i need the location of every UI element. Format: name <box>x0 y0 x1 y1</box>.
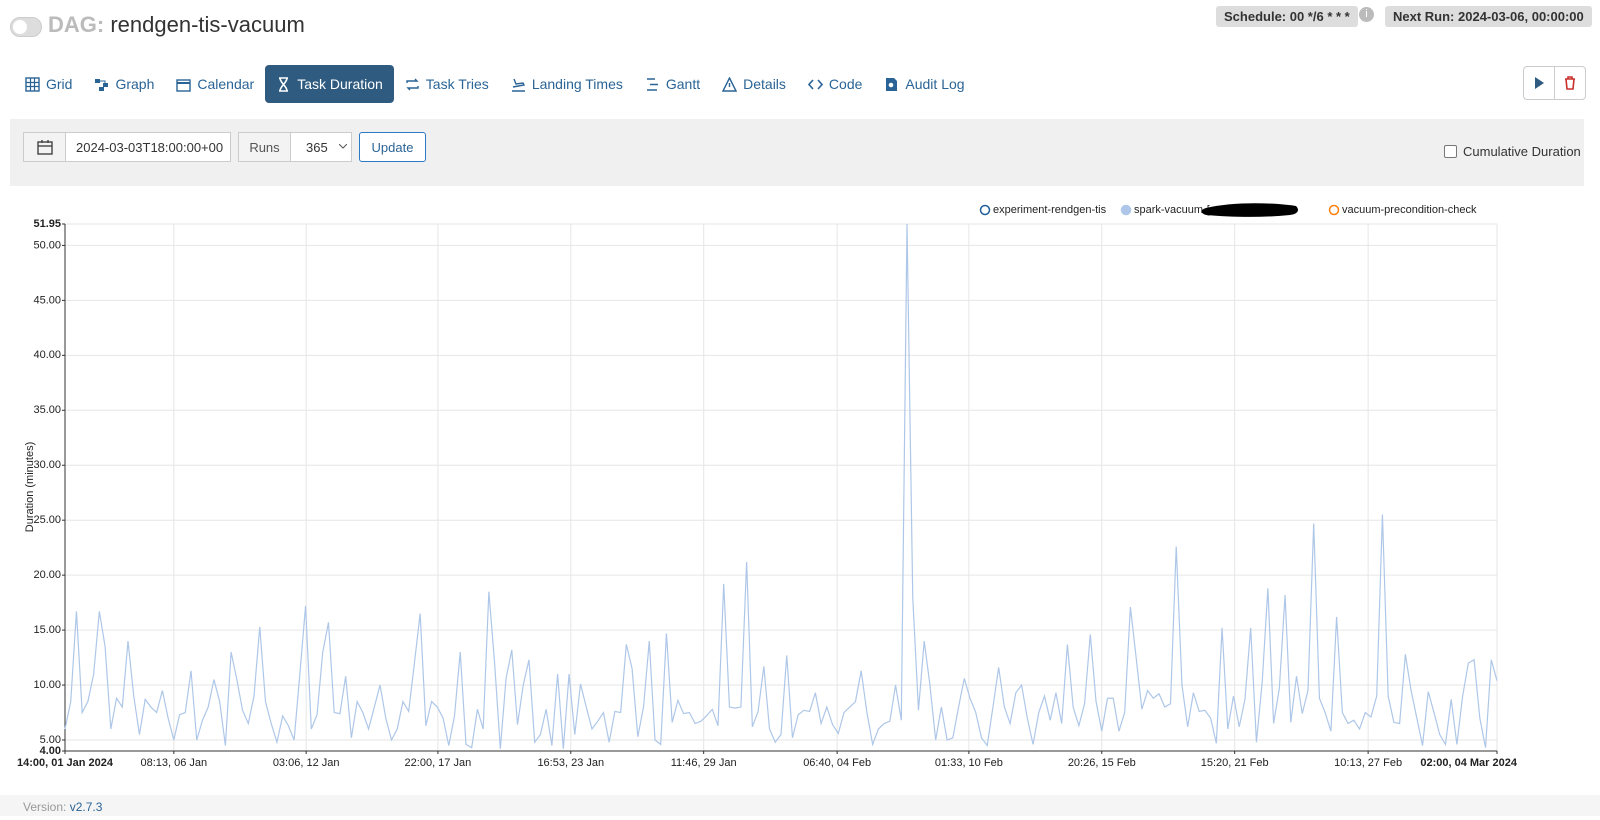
footer: Version: v2.7.3 <box>0 795 1600 816</box>
dag-prefix: DAG: <box>48 12 105 37</box>
chart: Duration (minutes) 4.005.00 10.00 15.00 20.… <box>17 203 1518 769</box>
x-tick-label: 20:26, 15 Feb <box>1068 757 1136 769</box>
tab-icon <box>279 76 289 92</box>
runs-label: Runs <box>238 132 291 162</box>
tab-icon <box>722 76 738 92</box>
tab-icon <box>807 78 823 90</box>
y-tick-label: 30.00 <box>33 459 61 471</box>
legend-label: experiment-rendgen-tis <box>993 204 1107 216</box>
y-tick-label: 5.00 <box>40 734 61 746</box>
dag-id: rendgen-tis-vacuum <box>110 12 305 37</box>
tab-icon <box>511 78 525 92</box>
y-tick-label: 51.95 <box>33 218 61 230</box>
x-tick-label: 16:53, 23 Jan <box>537 757 604 769</box>
x-tick-label: 14:00, 01 Jan 2024 <box>17 757 114 769</box>
x-tick-label: 06:40, 04 Feb <box>803 757 871 769</box>
version-link[interactable]: v2.7.3 <box>69 800 103 814</box>
tab-label: Calendar <box>197 76 255 92</box>
x-tick-label: 10:13, 27 Feb <box>1334 757 1402 769</box>
date-input[interactable]: 2024-03-03T18:00:00+00 <box>65 132 231 162</box>
x-tick-label: 03:06, 12 Jan <box>273 757 340 769</box>
y-tick-label: 15.00 <box>33 624 61 636</box>
y-tick-label: 20.00 <box>33 569 61 581</box>
tab-bar: Grid Graph Calendar Task Duration Task Tries… <box>14 65 976 103</box>
x-tick-label: 11:46, 29 Jan <box>671 757 737 769</box>
tab-icon <box>25 76 40 92</box>
x-tick-label: 02:00, 04 Mar 2024 <box>1420 757 1518 769</box>
tab-label: Landing Times <box>531 76 623 92</box>
tab-label: Grid <box>46 76 73 92</box>
delete-button[interactable] <box>1555 67 1585 99</box>
calendar-button[interactable] <box>23 132 66 162</box>
y-tick-label: 50.00 <box>33 239 61 251</box>
x-tick-label: 15:20, 21 Feb <box>1201 757 1269 769</box>
pause-toggle[interactable] <box>10 17 42 37</box>
tab[interactable]: Calendar <box>165 65 265 103</box>
x-tick-label: 08:13, 06 Jan <box>140 757 207 769</box>
cumulative-label: Cumulative Duration <box>1463 144 1581 159</box>
y-tick-label: 4.00 <box>40 745 61 757</box>
schedule-badge: Schedule: 00 */6 * * * <box>1216 6 1358 27</box>
tab-label: Gantt <box>665 76 701 92</box>
tab[interactable]: Task Tries <box>394 65 500 103</box>
tab[interactable]: Graph <box>83 65 165 103</box>
runs-value: 365 <box>306 139 328 155</box>
y-tick-label: 45.00 <box>33 294 61 306</box>
tab[interactable]: Grid <box>14 65 83 103</box>
tab-label: Code <box>828 76 863 92</box>
update-button[interactable]: Update <box>359 132 426 162</box>
y-tick-label: 25.00 <box>33 514 61 526</box>
redaction <box>1201 203 1298 217</box>
tab[interactable]: Gantt <box>634 65 711 103</box>
legend-label: vacuum-precondition-check <box>1342 204 1477 216</box>
cumulative-checkbox[interactable]: Cumulative Duration <box>1444 144 1581 159</box>
runs-select[interactable]: 365 <box>290 132 352 162</box>
tab[interactable]: Details <box>711 65 797 103</box>
tab[interactable]: Audit Log <box>873 65 975 103</box>
x-tick-label: 22:00, 17 Jan <box>405 757 472 769</box>
dag-actions <box>1523 66 1586 100</box>
y-tick-label: 35.00 <box>33 404 61 416</box>
controls-panel: 2024-03-03T18:00:00+00 Runs 365 Update C… <box>10 119 1584 186</box>
tab-icon <box>176 78 192 92</box>
x-tick-label: 01:33, 10 Feb <box>935 757 1003 769</box>
tab-label: Task Tries <box>425 76 489 92</box>
tab-label: Audit Log <box>905 76 965 92</box>
info-icon[interactable]: i <box>1359 7 1374 22</box>
y-tick-label: 10.00 <box>33 679 61 691</box>
tab[interactable]: Task Duration <box>265 65 394 103</box>
next-run-badge: Next Run: 2024-03-06, 00:00:00 <box>1385 6 1592 27</box>
legend-marker <box>1120 204 1132 216</box>
y-tick-label: 40.00 <box>33 349 61 361</box>
legend-marker <box>979 204 991 216</box>
trigger-button[interactable] <box>1524 67 1555 99</box>
tab-label: Task Duration <box>297 76 383 92</box>
dag-title: DAG: rendgen-tis-vacuum <box>48 12 305 38</box>
tab-icon <box>646 77 658 91</box>
legend-marker <box>1328 204 1340 216</box>
tab[interactable]: Code <box>797 65 873 103</box>
tab-icon <box>406 78 419 90</box>
tab[interactable]: Landing Times <box>500 65 634 103</box>
series-line <box>64 223 1498 749</box>
tab-icon <box>886 77 898 91</box>
tab-icon <box>95 78 109 91</box>
tab-label: Details <box>743 76 786 92</box>
version-label: Version: <box>23 800 67 814</box>
tab-label: Graph <box>115 76 155 92</box>
y-axis-label: Duration (minutes) <box>24 442 36 532</box>
